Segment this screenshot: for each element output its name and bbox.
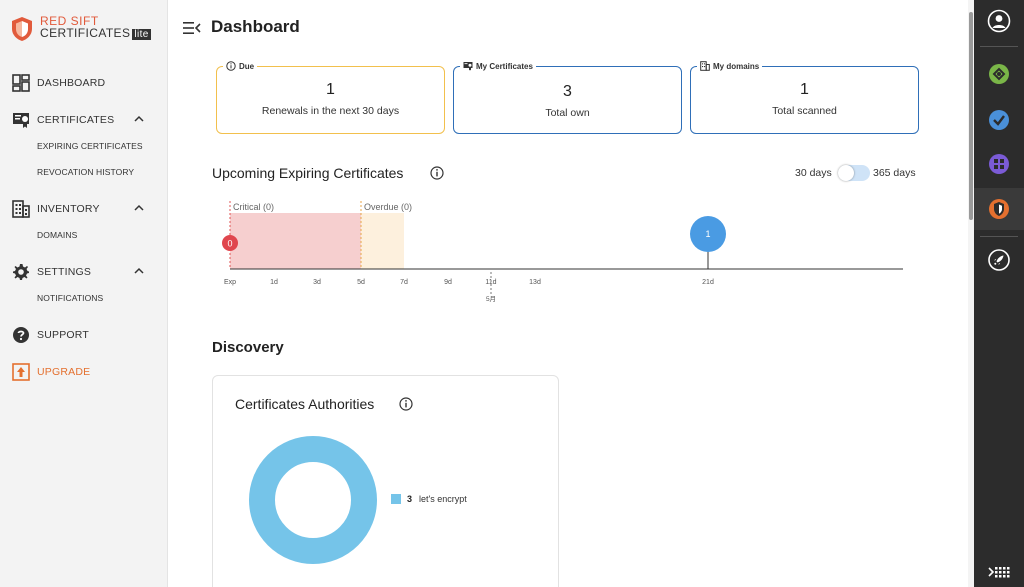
rocket-icon[interactable] — [987, 248, 1011, 272]
sidebar-item-settings[interactable]: SETTINGS — [0, 261, 168, 283]
range-365-days-label: 365 days — [873, 167, 916, 179]
tick-label: 5d — [357, 279, 365, 286]
legend-swatch — [391, 494, 401, 504]
card-legend-label: Due — [239, 61, 255, 71]
sidebar-subitem-domains[interactable]: DOMAINS — [37, 230, 78, 240]
expiry-marker-21d[interactable] — [690, 216, 726, 252]
rail-divider — [980, 236, 1018, 237]
sidebar-item-inventory[interactable]: INVENTORY — [0, 198, 168, 220]
brand-logo[interactable]: RED SIFT CERTIFICATES lite — [10, 14, 160, 44]
card-legend-label: My Certificates — [476, 61, 533, 71]
brand-product-name: CERTIFICATES — [40, 26, 131, 40]
page-title: Dashboard — [211, 17, 300, 36]
building-icon — [700, 61, 710, 71]
tick-label: 1d — [270, 279, 278, 286]
app-blue-icon[interactable] — [987, 108, 1011, 132]
scrollbar-thumb[interactable] — [969, 12, 973, 220]
lite-badge: lite — [132, 29, 151, 40]
sidebar-item-support[interactable]: SUPPORT — [0, 324, 168, 346]
card-caption: Total own — [545, 107, 590, 119]
chevron-up-icon[interactable] — [133, 265, 145, 277]
sidebar-item-label: CERTIFICATES — [37, 114, 115, 126]
card-legend: My domains — [697, 61, 763, 71]
legend-count: 3 — [407, 494, 413, 504]
sidebar: RED SIFT CERTIFICATES lite DASHBOARD CERT… — [0, 0, 168, 587]
info-icon[interactable] — [399, 397, 413, 411]
discovery-title: Discovery — [212, 339, 284, 356]
app-purple-icon[interactable] — [987, 152, 1011, 176]
chevron-up-icon[interactable] — [133, 113, 145, 125]
card-caption: Renewals in the next 30 days — [261, 105, 400, 117]
ca-card-title: Certificates Authorities — [235, 396, 375, 412]
range-30-days-label: 30 days — [795, 167, 832, 179]
brand-product: CERTIFICATES lite — [40, 27, 151, 40]
certificate-icon — [463, 62, 473, 71]
range-toggle[interactable] — [838, 165, 870, 181]
sidebar-item-dashboard[interactable]: DASHBOARD — [0, 72, 168, 94]
due-card[interactable]: Due 1 Renewals in the next 30 days — [216, 61, 445, 134]
apps-grid-icon[interactable] — [987, 562, 1011, 582]
card-value: 1 — [326, 81, 335, 98]
overdue-zone — [361, 213, 404, 269]
tick-label: Exp — [224, 279, 236, 286]
my-certificates-card[interactable]: My Certificates 3 Total own — [453, 61, 682, 134]
tick-label: 9d — [444, 279, 452, 286]
info-icon — [226, 61, 236, 71]
toggle-knob — [838, 165, 854, 181]
user-icon[interactable] — [987, 9, 1011, 33]
gear-icon — [13, 264, 29, 280]
help-icon — [13, 327, 29, 343]
brand-name: RED SIFT — [40, 14, 99, 28]
tick-label: 13d — [529, 279, 541, 286]
upgrade-icon — [12, 363, 30, 381]
info-icon[interactable] — [430, 166, 444, 180]
sidebar-subitem-revocation-history[interactable]: REVOCATION HISTORY — [37, 167, 135, 177]
sidebar-item-label: INVENTORY — [37, 203, 100, 215]
today-label: 5月 — [486, 295, 496, 303]
card-legend: Due — [223, 61, 258, 71]
card-value: 1 — [800, 81, 809, 98]
sidebar-subitem-expiring-certificates[interactable]: EXPIRING CERTIFICATES — [37, 141, 143, 151]
critical-zone — [230, 213, 361, 269]
legend-name: let's encrypt — [419, 494, 467, 504]
card-caption: Total scanned — [772, 105, 837, 117]
card-legend: My Certificates — [460, 61, 536, 71]
sidebar-subitem-notifications[interactable]: NOTIFICATIONS — [37, 293, 104, 303]
critical-label: Critical (0) — [233, 202, 274, 212]
sidebar-item-label: SETTINGS — [37, 266, 92, 278]
chevron-up-icon[interactable] — [133, 202, 145, 214]
my-domains-card[interactable]: My domains 1 Total scanned — [690, 61, 919, 134]
card-value: 3 — [563, 83, 572, 100]
collapse-menu-icon[interactable] — [183, 20, 201, 36]
tick-label: 11d — [485, 279, 496, 286]
critical-count-marker[interactable] — [222, 235, 238, 251]
critical-count: 0 — [227, 239, 232, 249]
app-switcher-rail — [974, 0, 1024, 587]
app-certificates-icon[interactable] — [987, 197, 1011, 221]
expiry-marker-count: 1 — [705, 229, 710, 239]
ca-donut-chart — [249, 436, 377, 564]
sidebar-item-label: SUPPORT — [37, 329, 89, 341]
sidebar-item-certificates[interactable]: CERTIFICATES — [0, 109, 168, 131]
overdue-label: Overdue (0) — [364, 202, 412, 212]
page-scrollbar[interactable] — [968, 0, 974, 587]
tick-label: 3d — [313, 279, 321, 286]
tick-label: 7d — [400, 279, 408, 286]
tick-label: 21d — [702, 279, 714, 286]
card-legend-label: My domains — [713, 61, 760, 71]
certificate-authorities-card: Certificates Authorities 3 let's encrypt — [212, 375, 559, 587]
app-green-icon[interactable] — [987, 62, 1011, 86]
sidebar-item-upgrade[interactable]: UPGRADE — [0, 361, 168, 383]
rail-divider — [980, 46, 1018, 47]
sidebar-item-label: DASHBOARD — [37, 77, 106, 89]
dashboard-icon — [12, 74, 30, 92]
sidebar-item-label: UPGRADE — [37, 366, 91, 378]
expiry-timeline: Critical (0) Overdue (0) 0 Exp 1d 3d 5d … — [222, 201, 903, 303]
donut-slice-lets-encrypt[interactable] — [249, 436, 377, 564]
upcoming-expiring-title: Upcoming Expiring Certificates — [212, 165, 404, 181]
building-icon — [12, 200, 30, 218]
certificate-icon — [13, 113, 29, 128]
shield-logo-icon — [12, 17, 32, 41]
